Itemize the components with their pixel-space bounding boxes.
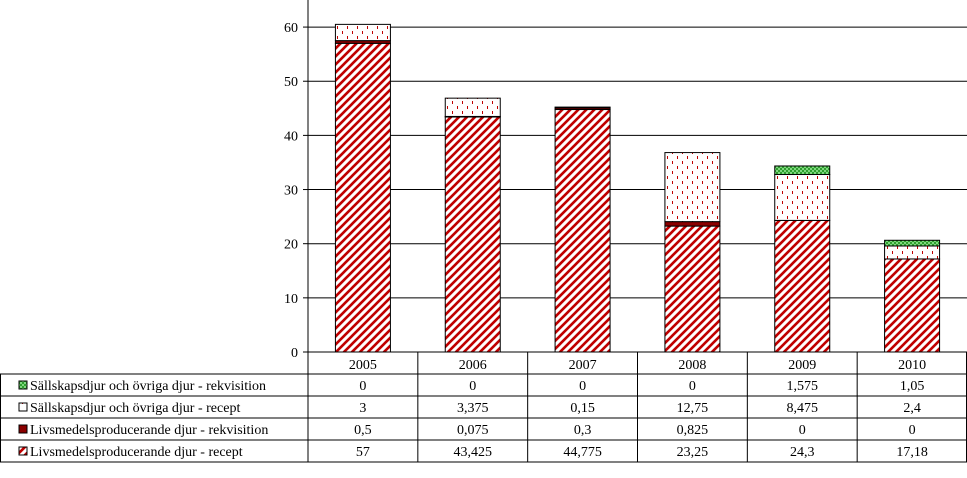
bar-segment xyxy=(664,221,721,227)
bar-segment xyxy=(334,23,391,42)
bar-segment xyxy=(884,258,941,353)
table-cell: 1,575 xyxy=(787,379,819,394)
table-cell: 8,475 xyxy=(787,401,819,416)
table-cell: 0 xyxy=(689,379,696,394)
y-tick-label: 60 xyxy=(284,21,298,36)
table-cell: 0 xyxy=(799,423,806,438)
bar-segment xyxy=(884,239,941,247)
bar-segment xyxy=(774,219,831,353)
table-cell: 12,75 xyxy=(677,401,709,416)
table-cell: 0 xyxy=(579,379,586,394)
bar-segment xyxy=(444,116,501,353)
legend-label: Livsmedelsproducerande djur - rekvisitio… xyxy=(30,423,268,438)
bar-segment xyxy=(664,152,721,223)
table-cell: 3,375 xyxy=(457,401,489,416)
table-cell: 23,25 xyxy=(677,445,709,460)
y-tick-label: 50 xyxy=(284,75,298,90)
legend-swatch xyxy=(18,402,28,412)
gridlines xyxy=(308,26,967,299)
legend-label: Sällskapsdjur och övriga djur - recept xyxy=(30,401,240,416)
table-cell: 2,4 xyxy=(903,401,921,416)
table-cell: 0,3 xyxy=(574,423,592,438)
legend-label: Livsmedelsproducerande djur - recept xyxy=(30,445,243,460)
y-tick-label: 10 xyxy=(284,292,298,307)
x-tick-label: 2006 xyxy=(459,358,487,373)
table-cell: 0,15 xyxy=(570,401,595,416)
y-tick-label: 30 xyxy=(284,184,298,199)
axes: 0 10 20 30 40 50 60 2005 2006 2007 2008 2009 2010 xyxy=(284,0,926,373)
x-tick-label: 2007 xyxy=(569,358,597,373)
bar-segment xyxy=(554,106,611,109)
table-cell: 17,18 xyxy=(896,445,928,460)
data-table: Sällskapsdjur och övriga djur - rekvisit… xyxy=(0,351,967,463)
bars xyxy=(334,23,941,353)
table-cell: 1,05 xyxy=(900,379,925,394)
legend-label: Sällskapsdjur och övriga djur - rekvisit… xyxy=(30,379,266,394)
legend-swatch xyxy=(18,424,28,434)
bar-segment xyxy=(774,165,831,176)
table-cell: 0,5 xyxy=(354,423,372,438)
x-tick-label: 2010 xyxy=(898,358,926,373)
table-cell: 0 xyxy=(909,423,916,438)
table-cell: 0 xyxy=(359,379,366,394)
table-cell: 43,425 xyxy=(454,445,493,460)
bar-segment xyxy=(444,97,501,117)
x-tick-label: 2005 xyxy=(349,358,377,373)
x-tick-label: 2008 xyxy=(678,358,706,373)
y-tick-label: 40 xyxy=(284,129,298,144)
y-tick-label: 20 xyxy=(284,238,298,253)
table-cell: 44,775 xyxy=(563,445,602,460)
legend-swatch xyxy=(18,380,28,390)
table-cell: 0,825 xyxy=(677,423,709,438)
y-tick-label: 0 xyxy=(291,346,298,361)
table-cell: 0,075 xyxy=(457,423,489,438)
table-cell: 3 xyxy=(359,401,366,416)
bar-segment xyxy=(334,42,391,353)
table-cell: 57 xyxy=(356,445,370,460)
table-cell: 0 xyxy=(469,379,476,394)
bar-segment xyxy=(664,225,721,353)
bar-segment xyxy=(554,109,611,353)
bar-segment xyxy=(774,174,831,221)
legend-swatch xyxy=(18,446,28,456)
bar-segment xyxy=(884,245,941,260)
table-cell: 24,3 xyxy=(790,445,815,460)
x-tick-label: 2009 xyxy=(788,358,816,373)
